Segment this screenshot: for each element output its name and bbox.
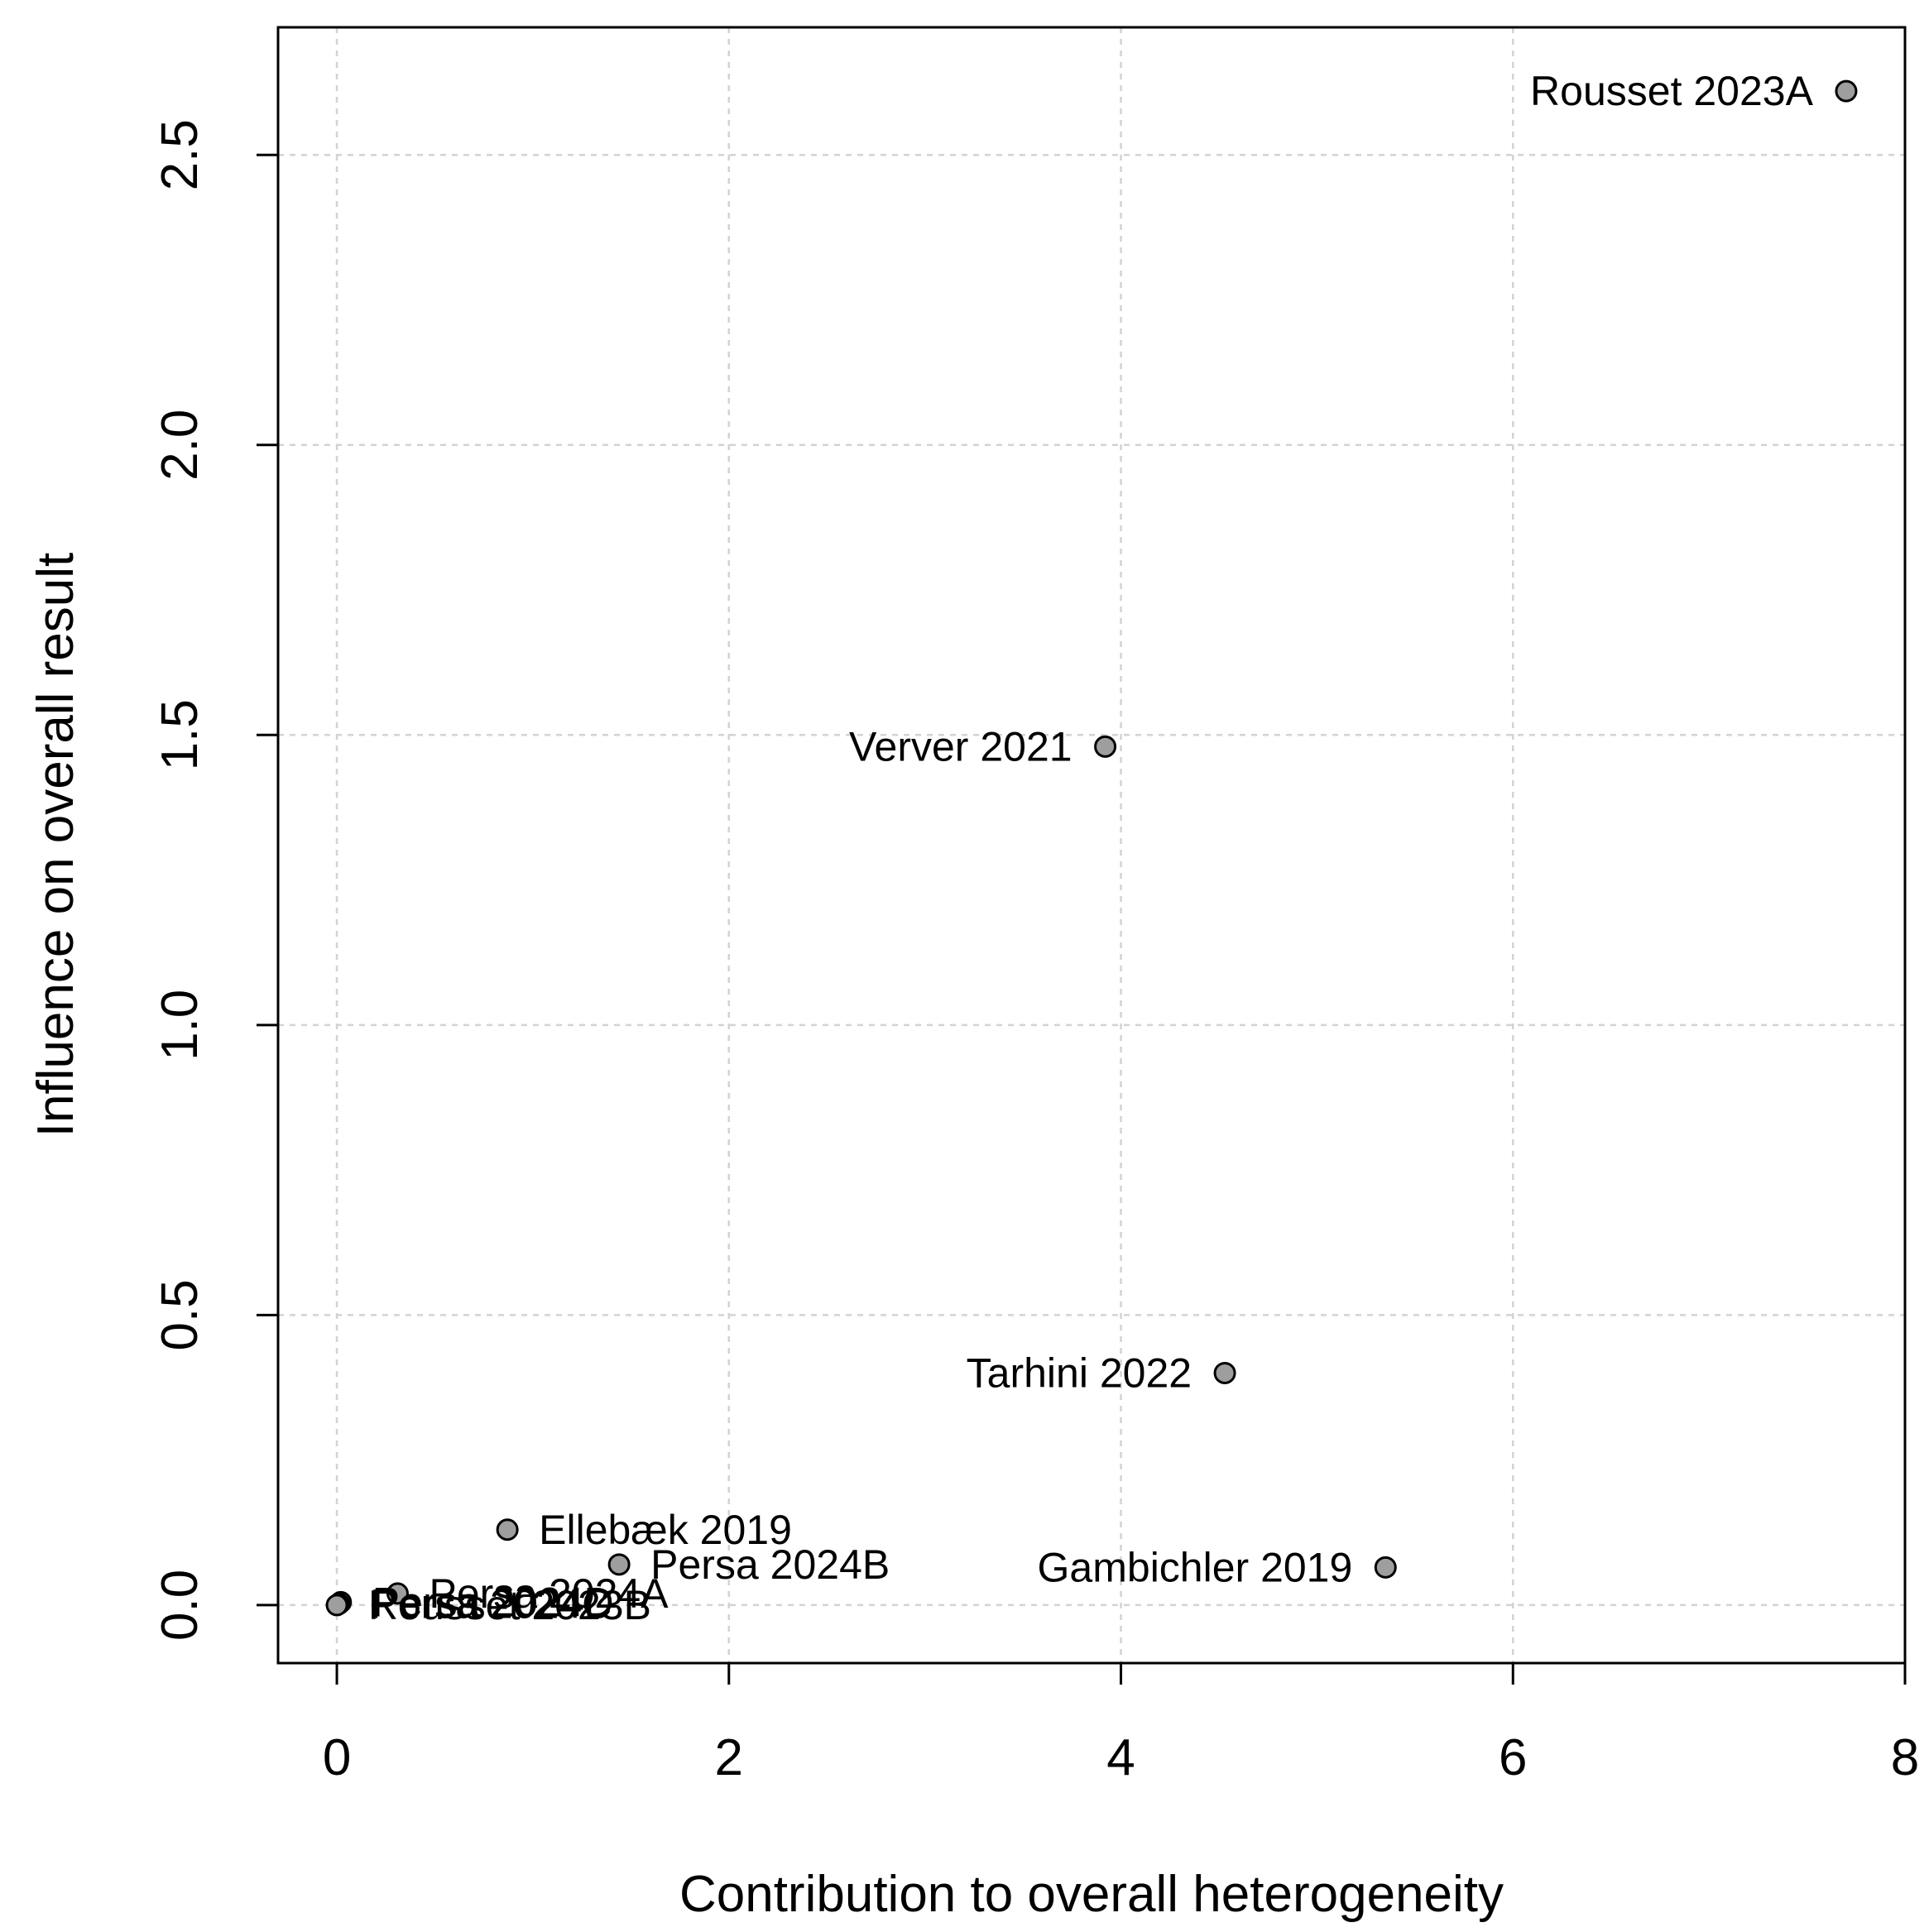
data-point	[1213, 1361, 1236, 1384]
point-label: Rousset 2023B	[368, 1582, 651, 1628]
y-tick-label: 0.5	[151, 1279, 209, 1350]
point-label: Gambichler 2019	[1038, 1544, 1353, 1590]
data-point	[1835, 79, 1858, 103]
y-tick-label: 2.0	[151, 410, 209, 481]
point-label: Persa 2024C	[370, 1580, 612, 1627]
point-label: Ellebæk 2019	[539, 1507, 792, 1553]
x-tick-label: 6	[1499, 1729, 1527, 1786]
x-tick-label: 0	[323, 1729, 351, 1786]
data-points: Rousset 2023A Verver 2021 Tarhini 2022 Gamb…	[325, 68, 1858, 1628]
data-point	[607, 1553, 631, 1576]
x-tick-label: 2	[715, 1729, 743, 1786]
point-label: Verver 2021	[849, 723, 1072, 769]
y-tick-label: 2.5	[151, 119, 209, 190]
point-label: Persa 2024D	[372, 1579, 614, 1625]
axes: 0 2 4 6 8 0.0 0.5 1.0 1.5 2.0 2.5	[151, 119, 1919, 1786]
x-tick-label: 4	[1106, 1729, 1135, 1786]
point-label: Persa 2024B	[650, 1541, 890, 1588]
grid-lines	[278, 27, 1907, 1663]
point-label: Rousset 2023A	[1530, 68, 1814, 114]
data-point	[496, 1518, 519, 1541]
data-point	[386, 1582, 409, 1605]
y-axis-label: Influence on overall result	[27, 553, 84, 1138]
data-point	[1094, 735, 1117, 758]
x-axis-label: Contribution to overall heterogeneity	[679, 1866, 1504, 1923]
point-label: Tarhini 2022	[967, 1350, 1192, 1396]
y-tick-label: 1.5	[151, 699, 209, 770]
point-label: Persa 2024A	[429, 1570, 669, 1617]
y-tick-label: 1.0	[151, 990, 209, 1061]
x-tick-label: 8	[1891, 1729, 1919, 1786]
data-point	[1374, 1556, 1397, 1579]
data-point	[325, 1594, 348, 1617]
plot-frame	[276, 26, 1907, 1665]
y-tick-label: 0.0	[151, 1570, 209, 1641]
